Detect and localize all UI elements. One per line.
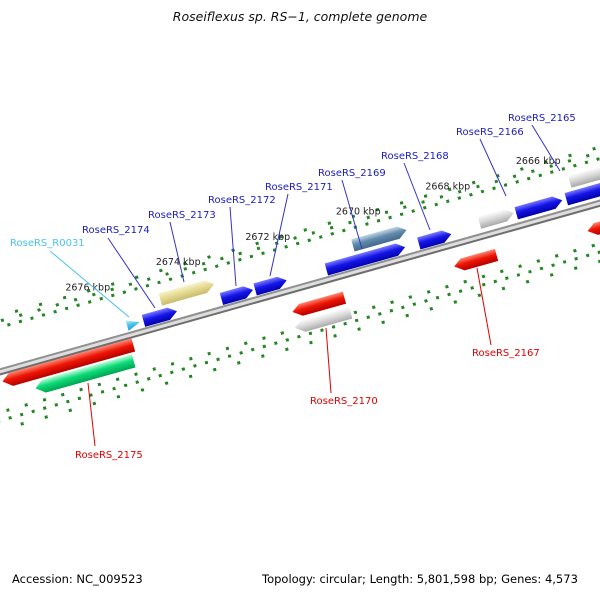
gene-label-RoseRS_2168[interactable]: RoseRS_2168 bbox=[381, 151, 449, 162]
scale-tick-label: 2666 kbp bbox=[515, 155, 561, 167]
scale-tick-label: 2676 kbp bbox=[64, 282, 110, 294]
gene-label-RoseRS_2167[interactable]: RoseRS_2167 bbox=[472, 348, 540, 359]
gene-arrow-RoseRS_2173[interactable] bbox=[158, 278, 215, 306]
gene-label-RoseRS_2170[interactable]: RoseRS_2170 bbox=[310, 396, 378, 407]
scale-tick-label: 2668 kbp bbox=[425, 181, 470, 193]
gene-label-RoseRS_2175[interactable]: RoseRS_2175 bbox=[75, 450, 143, 461]
genome-summary-text: Topology: circular; Length: 5,801,598 bp… bbox=[262, 572, 578, 586]
status-bar: Accession: NC_009523 Topology: circular;… bbox=[0, 572, 600, 594]
gene-label-RoseRS_2169[interactable]: RoseRS_2169 bbox=[318, 168, 386, 179]
gene-arrow-RoseRS_2167[interactable] bbox=[452, 248, 498, 272]
scale-tick-label: 2674 kbp bbox=[155, 257, 201, 269]
gene-label-RoseRS_2173[interactable]: RoseRS_2173 bbox=[148, 210, 216, 221]
scale-tick-label: 2670 kbp bbox=[335, 206, 381, 218]
scale-tick-label: 2672 kbp bbox=[244, 231, 290, 243]
gene-arrow-unlabeled-red-edge[interactable] bbox=[586, 212, 600, 238]
gene-label-RoseRS_2174[interactable]: RoseRS_2174 bbox=[82, 225, 150, 236]
gene-label-RoseRS_2165[interactable]: RoseRS_2165 bbox=[508, 113, 576, 124]
gene-label-RoseRS_2171[interactable]: RoseRS_2171 bbox=[265, 182, 333, 193]
page-title: Roseiflexus sp. RS−1, complete genome bbox=[172, 9, 428, 24]
connector-RoseRS_2172 bbox=[229, 206, 237, 287]
accession-text: Accession: NC_009523 bbox=[12, 572, 143, 586]
gene-label-RoseRS_2166[interactable]: RoseRS_2166 bbox=[456, 127, 524, 138]
gene-label-RoseRS_2172[interactable]: RoseRS_2172 bbox=[208, 195, 276, 206]
gene-label-RoseRS_R0031[interactable]: RoseRS_R0031 bbox=[10, 238, 85, 249]
connector-RoseRS_2167 bbox=[476, 267, 492, 346]
